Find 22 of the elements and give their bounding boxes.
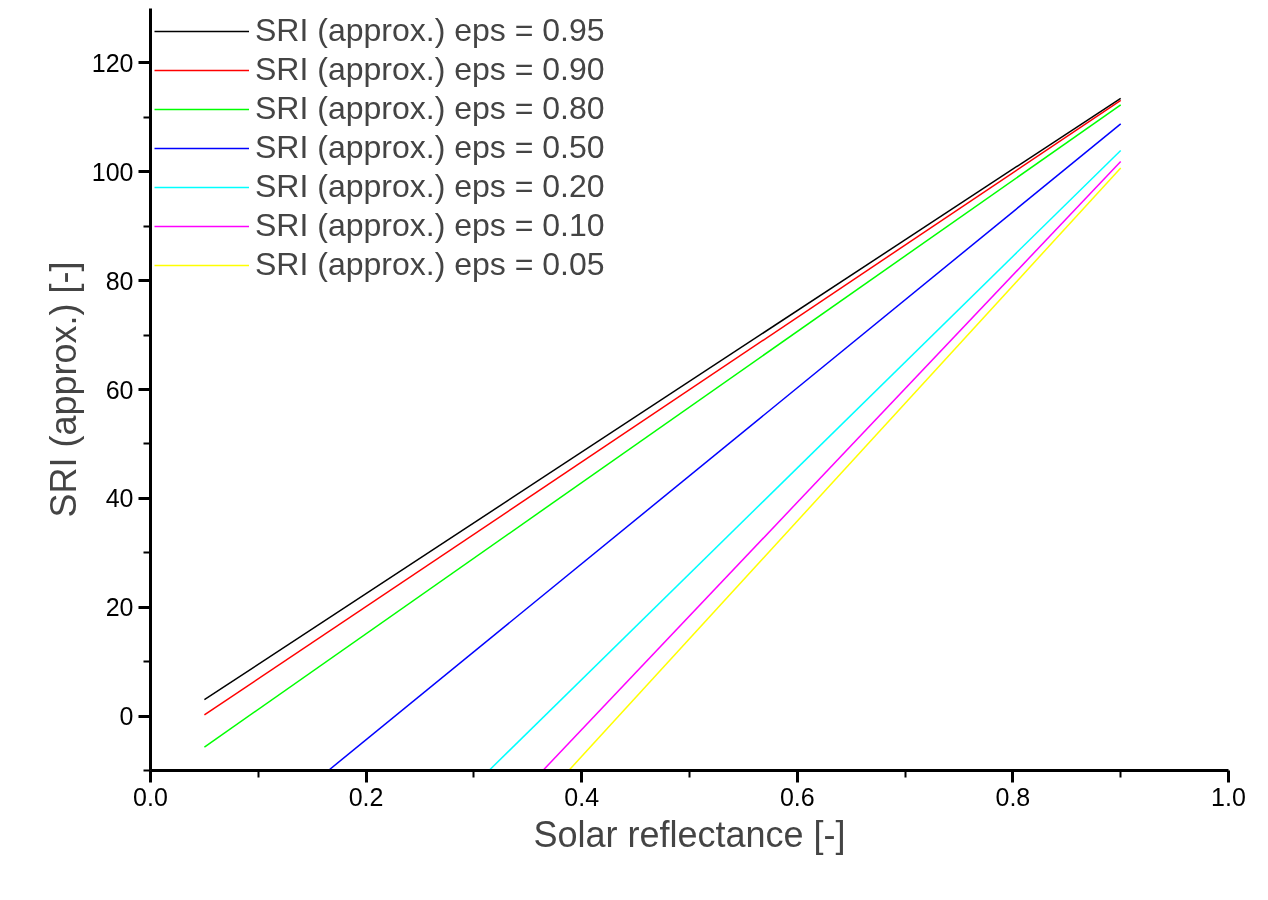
x-axis-title: Solar reflectance [-] bbox=[533, 813, 846, 855]
y-tick-label: 80 bbox=[105, 266, 134, 295]
y-tick-label: 0 bbox=[119, 702, 134, 731]
x-tick-label: 1.0 bbox=[1211, 782, 1246, 811]
x-tick-label: 0.0 bbox=[133, 782, 168, 811]
legend-label: SRI (approx.) eps = 0.05 bbox=[255, 246, 605, 283]
y-tick-label: 20 bbox=[105, 593, 134, 622]
y-tick-label: 100 bbox=[91, 157, 134, 186]
legend-label: SRI (approx.) eps = 0.10 bbox=[255, 207, 605, 244]
legend-label: SRI (approx.) eps = 0.90 bbox=[255, 51, 605, 88]
y-tick-label: 60 bbox=[105, 375, 134, 404]
y-axis-title: SRI (approx.) [-] bbox=[42, 261, 84, 518]
x-tick-label: 0.8 bbox=[995, 782, 1031, 811]
legend-label: SRI (approx.) eps = 0.80 bbox=[255, 90, 605, 127]
x-tick-label: 0.4 bbox=[564, 782, 600, 811]
y-tick-label: 40 bbox=[105, 484, 134, 513]
x-tick-label: 0.2 bbox=[348, 782, 384, 811]
legend-label: SRI (approx.) eps = 0.20 bbox=[255, 168, 605, 205]
x-tick-label: 0.6 bbox=[779, 782, 815, 811]
legend-label: SRI (approx.) eps = 0.50 bbox=[255, 129, 605, 166]
legend-label: SRI (approx.) eps = 0.95 bbox=[255, 12, 605, 49]
y-tick-label: 120 bbox=[91, 48, 134, 77]
